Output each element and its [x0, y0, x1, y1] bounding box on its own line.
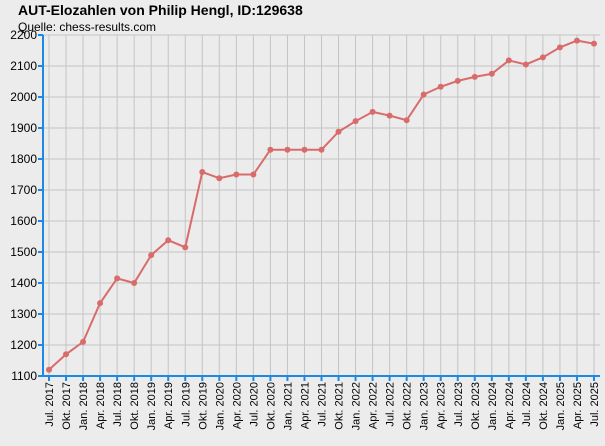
- x-tick-label: Okt. 2022: [402, 382, 414, 430]
- x-tick-label: Jan. 2019: [146, 382, 158, 430]
- point: [386, 112, 393, 119]
- point: [420, 91, 427, 98]
- point: [591, 40, 597, 47]
- x-tick-label: Apr. 2020: [231, 382, 243, 429]
- point: [556, 44, 563, 51]
- point: [46, 366, 52, 373]
- y-tick-label: 2100: [10, 59, 37, 73]
- point: [284, 146, 291, 153]
- x-tick-label: Jan. 2021: [282, 382, 294, 430]
- x-tick-label: Jul. 2022: [385, 382, 397, 427]
- x-tick-label: Okt. 2021: [334, 382, 346, 430]
- point: [505, 57, 512, 64]
- x-tick-label: Apr. 2021: [299, 382, 311, 429]
- x-tick-label: Jul. 2024: [521, 382, 533, 427]
- x-tick-label: Apr. 2024: [504, 382, 516, 429]
- point: [97, 300, 104, 307]
- x-tick-label: Jan. 2024: [487, 382, 499, 430]
- chart-subtitle: Quelle: chess-results.com: [18, 20, 156, 34]
- x-tick-label: Jan. 2025: [555, 382, 567, 430]
- x-tick-label: Okt. 2023: [470, 382, 482, 430]
- x-tick-label: Okt. 2018: [129, 382, 141, 430]
- x-tick-label: Jan. 2022: [351, 382, 363, 430]
- x-tick-label: Jan. 2018: [78, 382, 90, 430]
- x-tick-label: Apr. 2018: [95, 382, 107, 429]
- x-tick-label: Okt. 2019: [197, 382, 209, 430]
- x-tick-label: Jan. 2023: [419, 382, 431, 430]
- point: [318, 146, 325, 153]
- point: [454, 77, 461, 84]
- point: [522, 61, 529, 68]
- x-tick-label: Apr. 2022: [368, 382, 380, 429]
- x-tick-label: Jan. 2020: [214, 382, 226, 430]
- x-tick-label: Apr. 2019: [163, 382, 175, 429]
- point: [352, 118, 359, 125]
- point: [148, 252, 155, 259]
- point: [233, 171, 240, 178]
- point: [131, 280, 138, 286]
- point: [114, 275, 121, 282]
- x-tick-label: Jul. 2018: [112, 382, 124, 427]
- point: [369, 108, 376, 115]
- point: [335, 128, 342, 135]
- y-tick-label: 2200: [10, 28, 37, 42]
- point: [539, 54, 546, 61]
- point: [63, 351, 70, 358]
- x-tick-label: Apr. 2025: [572, 382, 584, 429]
- point: [573, 37, 580, 44]
- x-tick-label: Jul. 2019: [180, 382, 192, 427]
- x-tick-label: Okt. 2017: [61, 382, 73, 430]
- y-tick-label: 1600: [10, 214, 37, 228]
- x-tick-label: Apr. 2023: [436, 382, 448, 429]
- point: [403, 117, 410, 124]
- y-tick-label: 1400: [10, 276, 37, 290]
- point: [437, 83, 444, 90]
- point: [267, 146, 274, 153]
- point: [80, 338, 87, 345]
- x-tick-label: Jul. 2021: [317, 382, 329, 427]
- y-tick-label: 1300: [10, 307, 37, 321]
- point: [182, 244, 189, 251]
- point: [165, 237, 172, 244]
- point: [471, 73, 478, 80]
- x-tick-label: Jul. 2023: [453, 382, 465, 427]
- x-tick-label: Okt. 2024: [538, 382, 550, 430]
- y-tick-label: 1100: [11, 369, 37, 383]
- x-tick-label: Jul. 2020: [248, 382, 260, 427]
- y-tick-label: 1900: [10, 121, 37, 135]
- point: [488, 70, 495, 77]
- y-tick-label: 1500: [10, 245, 37, 259]
- point: [250, 171, 257, 178]
- x-tick-label: Jul. 2025: [589, 382, 601, 427]
- x-tick-label: Okt. 2020: [265, 382, 277, 430]
- y-tick-label: 2000: [10, 90, 37, 104]
- y-tick-label: 1700: [10, 183, 37, 197]
- chart-title: AUT-Elozahlen von Philip Hengl, ID:12963…: [18, 2, 303, 18]
- x-tick-label: Jul. 2017: [44, 382, 56, 427]
- y-tick-label: 1200: [10, 338, 37, 352]
- point: [216, 175, 223, 182]
- y-tick-label: 1800: [10, 152, 37, 166]
- point: [301, 146, 308, 153]
- point: [199, 169, 206, 176]
